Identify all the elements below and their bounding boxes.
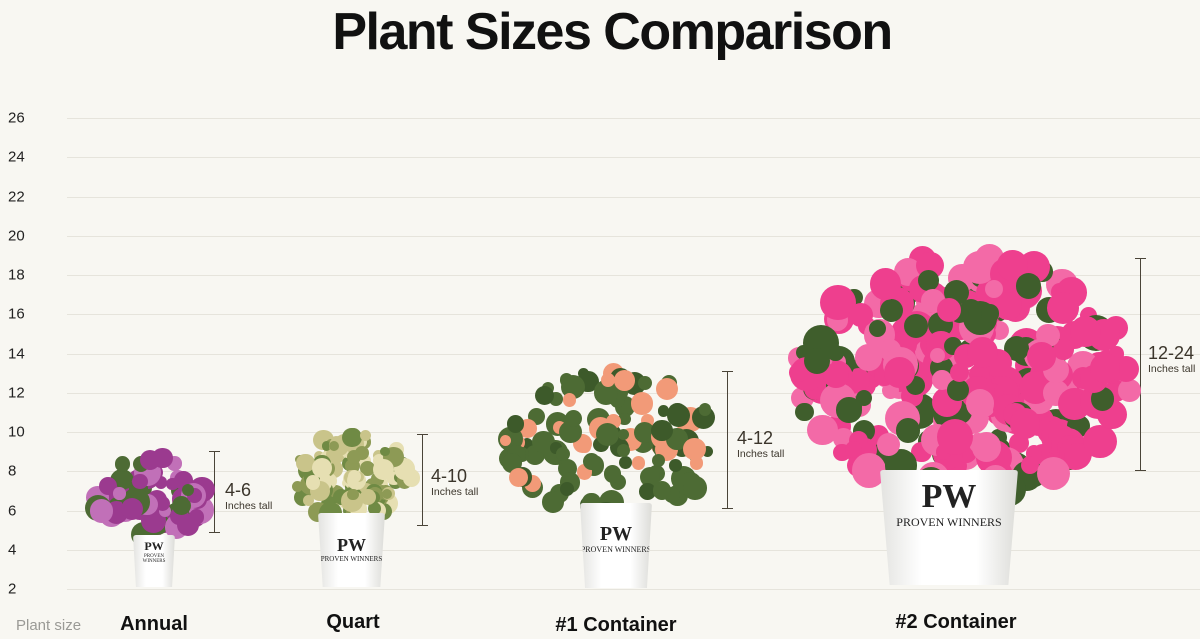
y-tick-label: 24: [8, 148, 25, 166]
gridline: [67, 353, 1200, 355]
range-label-container-1: 4-12 Inches tall: [737, 428, 784, 460]
range-value: 4-6: [225, 480, 252, 500]
range-bar-container-2: [1135, 258, 1146, 471]
category-label-quart: Quart: [326, 611, 380, 633]
y-tick-label: 12: [8, 384, 25, 402]
y-tick-label: 14: [8, 345, 25, 362]
y-tick-label: 16: [8, 305, 25, 323]
y-tick-label: 2: [8, 580, 17, 598]
category-label-container-2: #2 Container: [895, 611, 1017, 633]
annual-petunia-plant: [84, 447, 215, 548]
gridline: [67, 196, 1200, 198]
gridline: [67, 589, 1200, 590]
range-bar-container-1: [722, 371, 733, 509]
range-unit: Inches tall: [737, 448, 785, 460]
gridline: [67, 275, 1200, 276]
pot-quart: PW PROVEN WINNERS: [318, 513, 385, 587]
pot-annual: PW PROVEN WINNERS: [133, 535, 175, 587]
y-tick-label: 26: [8, 109, 25, 127]
container-1-rose-plant: [498, 363, 720, 523]
range-unit: Inches tall: [225, 500, 273, 512]
range-value: 4-12: [737, 428, 774, 448]
y-tick-label: 20: [8, 227, 25, 245]
pot-container-1: PW PROVEN WINNERS: [580, 503, 652, 588]
category-label-annual: Annual: [120, 613, 188, 635]
range-unit: Inches tall: [1148, 363, 1196, 375]
range-unit: Inches tall: [431, 486, 479, 498]
category-label-container-1: #1 Container: [555, 614, 677, 636]
container-2-weigela-plant: [788, 244, 1141, 508]
x-axis-label: Plant size: [16, 617, 82, 634]
y-tick-label: 4: [8, 541, 17, 559]
y-tick-label: 22: [8, 188, 25, 205]
quart-shrub-plant: [292, 428, 421, 525]
y-tick-label: 10: [8, 423, 25, 441]
gridline: [67, 118, 1200, 119]
range-label-container-2: 12-24 Inches tall: [1148, 343, 1195, 375]
gridline: [67, 235, 1200, 237]
y-tick-label: 8: [8, 462, 17, 480]
gridline: [67, 157, 1200, 159]
y-tick-label: 6: [8, 502, 17, 519]
range-value: 4-10: [431, 466, 468, 486]
y-tick-label: 18: [8, 266, 25, 284]
range-bar-quart: [417, 434, 428, 526]
range-label-annual: 4-6 Inches tall: [225, 480, 272, 512]
gridline: [67, 471, 1200, 473]
range-label-quart: 4-10 Inches tall: [431, 466, 478, 498]
pot-container-2: PW PROVEN WINNERS: [880, 470, 1018, 585]
range-value: 12-24: [1148, 343, 1195, 363]
gridline: [67, 314, 1200, 316]
page-title: Plant Sizes Comparison: [332, 3, 893, 61]
